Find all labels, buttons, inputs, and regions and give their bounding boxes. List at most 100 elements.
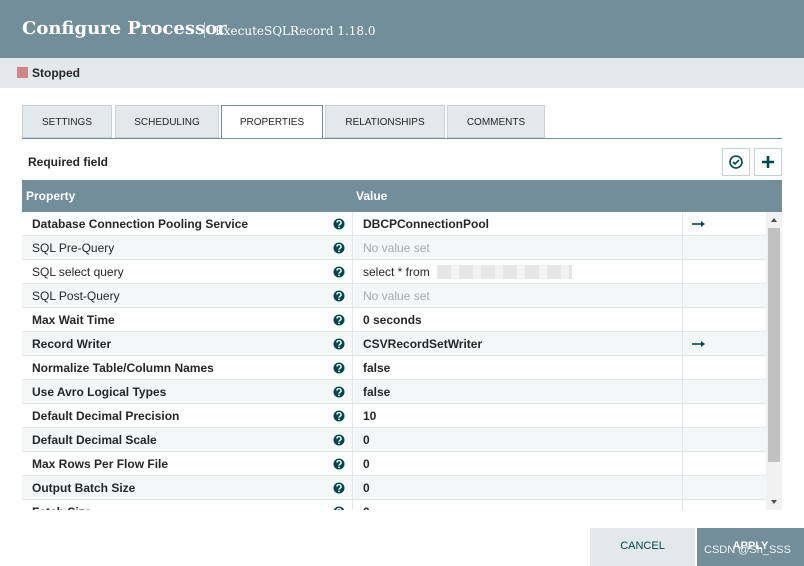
footer: CANCEL APPLY — [0, 528, 804, 566]
cell-border — [352, 356, 353, 380]
cell-border — [682, 500, 683, 510]
property-row[interactable]: Max Wait Time 0 seconds — [22, 308, 766, 332]
property-value: No value set — [363, 241, 430, 255]
property-value: 0 — [363, 505, 370, 510]
status-bar: Stopped — [0, 58, 804, 88]
add-button[interactable] — [754, 148, 782, 176]
property-value: 0 — [363, 481, 370, 495]
help-icon[interactable] — [333, 290, 345, 302]
property-name: SQL Post-Query — [32, 289, 120, 303]
property-value: false — [363, 385, 391, 399]
cell-border — [352, 332, 353, 356]
apply-button[interactable]: APPLY — [697, 528, 804, 566]
table-body: Database Connection Pooling Service DBCPC… — [22, 212, 782, 510]
cell-border — [682, 332, 683, 356]
header: Configure Processor ExecuteSQLRecord 1.1… — [0, 0, 804, 58]
property-name: Database Connection Pooling Service — [32, 217, 249, 231]
cell-border — [352, 212, 353, 236]
property-value: 0 — [363, 457, 370, 471]
tab[interactable]: SCHEDULING — [115, 105, 219, 138]
property-row[interactable]: Max Rows Per Flow File 0 — [22, 452, 766, 476]
property-row[interactable]: Default Decimal Precision 10 — [22, 404, 766, 428]
property-row[interactable]: Database Connection Pooling Service DBCPC… — [22, 212, 766, 236]
property-name: Max Rows Per Flow File — [32, 457, 169, 471]
help-icon[interactable] — [333, 338, 345, 350]
help-icon[interactable] — [333, 482, 345, 494]
help-icon[interactable] — [333, 410, 345, 422]
watermark: CSDN @Sh_SSS — [704, 544, 791, 556]
property-name: Output Batch Size — [32, 481, 136, 495]
cell-border — [352, 236, 353, 260]
cell-border — [682, 356, 683, 380]
property-row[interactable]: Use Avro Logical Types false — [22, 380, 766, 404]
cancel-button[interactable]: CANCEL — [590, 528, 695, 566]
property-row[interactable]: SQL select query select * from — [22, 260, 766, 284]
cell-border — [352, 404, 353, 428]
property-row[interactable]: SQL Post-Query No value set — [22, 284, 766, 308]
property-row[interactable]: Default Decimal Scale 0 — [22, 428, 766, 452]
property-value: CSVRecordSetWriter — [363, 337, 483, 351]
help-icon[interactable] — [333, 314, 345, 326]
property-value: false — [363, 361, 391, 375]
property-name: Default Decimal Scale — [32, 433, 157, 447]
help-icon[interactable] — [333, 386, 345, 398]
table-header: Property Value — [22, 180, 782, 212]
goto-arrow[interactable] — [692, 219, 706, 229]
property-name: Max Wait Time — [32, 313, 115, 327]
property-value: select * from — [363, 265, 430, 279]
property-row[interactable]: Record Writer CSVRecordSetWriter — [22, 332, 766, 356]
property-value: 0 seconds — [363, 313, 422, 327]
cell-border — [682, 212, 683, 236]
cell-border — [682, 404, 683, 428]
help-icon[interactable] — [333, 362, 345, 374]
subtitle: ExecuteSQLRecord 1.18.0 — [215, 24, 376, 38]
cell-border — [682, 452, 683, 476]
property-name: Use Avro Logical Types — [32, 385, 167, 399]
help-icon[interactable] — [333, 266, 345, 278]
cell-border — [682, 308, 683, 332]
scrollbar — [766, 212, 782, 510]
property-value: 10 — [363, 409, 377, 423]
column-header: Value — [356, 189, 388, 203]
status: Stopped — [32, 66, 80, 80]
property-row[interactable]: Normalize Table/Column Names false — [22, 356, 766, 380]
property-row[interactable]: Output Batch Size 0 — [22, 476, 766, 500]
tab[interactable]: RELATIONSHIPS — [325, 105, 445, 138]
tab[interactable]: SETTINGS — [22, 105, 112, 138]
property-name: Record Writer — [32, 337, 112, 351]
tab[interactable]: PROPERTIES — [221, 105, 323, 139]
cell-border — [682, 380, 683, 404]
status-icon — [17, 67, 28, 78]
help-icon[interactable] — [333, 218, 345, 230]
cell-border — [352, 380, 353, 404]
title: Configure Processor — [22, 18, 227, 39]
required-label: Required field — [28, 155, 109, 169]
property-value: DBCPConnectionPool — [363, 217, 489, 231]
cell-border — [352, 428, 353, 452]
help-icon[interactable] — [333, 242, 345, 254]
verify-button[interactable] — [722, 148, 750, 176]
help-icon[interactable] — [333, 434, 345, 446]
cell-border — [682, 476, 683, 500]
property-name: Default Decimal Precision — [32, 409, 180, 423]
cell-border — [352, 476, 353, 500]
property-value: No value set — [363, 289, 430, 303]
cell-border — [352, 260, 353, 284]
tab-line — [22, 138, 782, 139]
cell-border — [352, 452, 353, 476]
cell-border — [682, 428, 683, 452]
property-name: SQL select query — [32, 265, 124, 279]
property-row[interactable]: Fetch Size 0 — [22, 500, 766, 510]
tab[interactable]: COMMENTS — [447, 105, 545, 138]
property-row[interactable]: SQL Pre-Query No value set — [22, 236, 766, 260]
cell-border — [682, 284, 683, 308]
cell-border — [682, 236, 683, 260]
help-icon[interactable] — [333, 458, 345, 470]
goto-arrow[interactable] — [692, 339, 706, 349]
help-icon[interactable] — [333, 506, 345, 510]
cell-border — [352, 500, 353, 510]
property-value: 0 — [363, 433, 370, 447]
blur-mask — [437, 265, 572, 279]
scroll-thumb — [768, 228, 780, 462]
